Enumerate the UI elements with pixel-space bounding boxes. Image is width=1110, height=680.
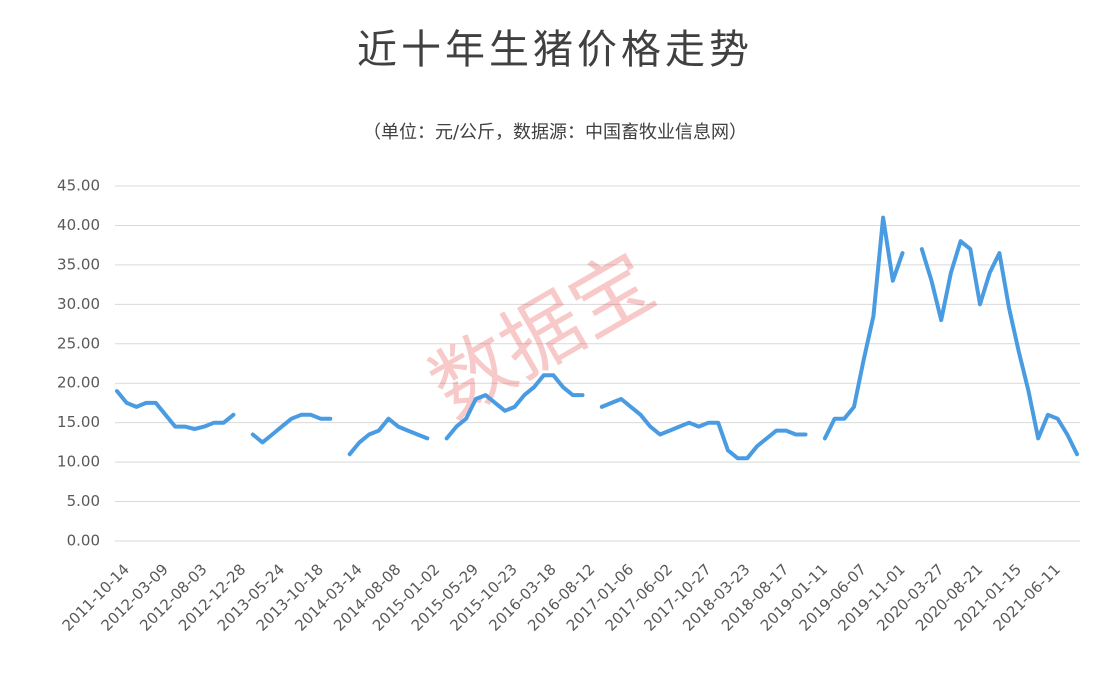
chart-title: 近十年生猪价格走势 [357, 27, 753, 73]
y-tick-label: 25.00 [57, 334, 100, 352]
y-tick-label: 20.00 [57, 374, 100, 392]
y-tick-label: 5.00 [67, 492, 100, 510]
y-tick-label: 15.00 [57, 413, 100, 431]
y-tick-label: 40.00 [57, 216, 100, 234]
y-tick-label: 35.00 [57, 255, 100, 273]
chart-subtitle: （单位：元/公斤，数据源：中国畜牧业信息网） [363, 122, 747, 143]
y-tick-label: 30.00 [57, 295, 100, 313]
y-tick-label: 0.00 [67, 532, 100, 550]
y-tick-label: 45.00 [57, 177, 100, 195]
y-tick-label: 10.00 [57, 453, 100, 471]
price-line [115, 215, 1079, 461]
